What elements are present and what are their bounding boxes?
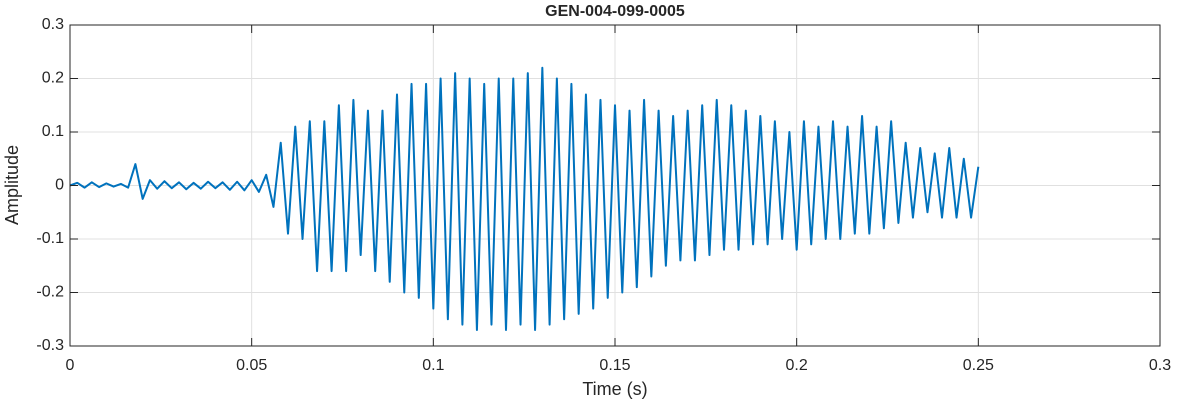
y-tick-label: -0.3: [36, 337, 64, 354]
x-tick-label: 0.15: [599, 357, 630, 374]
x-tick-label: 0.05: [236, 357, 267, 374]
y-tick-label: 0: [55, 177, 64, 194]
y-axis-label: Amplitude: [2, 145, 22, 225]
x-tick-label: 0.25: [963, 357, 994, 374]
waveform-line: [69, 66, 980, 331]
y-tick-label: -0.1: [36, 230, 64, 247]
y-tick-label: 0.1: [42, 123, 64, 140]
plot-lines: [69, 66, 980, 331]
ticks: 0 0.05 0.1 0.15 0.2 0.25 0.3 -0.3 -0.2 -0.1 0 0.1 0.…: [36, 16, 1171, 374]
x-tick-label: 0.2: [786, 357, 808, 374]
x-tick-label: 0.1: [422, 357, 444, 374]
y-tick-label: 0.3: [42, 16, 64, 33]
y-tick-label: -0.2: [36, 284, 64, 301]
x-tick-label: 0: [66, 357, 75, 374]
chart-title: GEN-004-099-0005: [545, 3, 685, 20]
x-tick-label: 0.3: [1149, 357, 1171, 374]
y-tick-label: 0.2: [42, 70, 64, 87]
x-axis-label: Time (s): [582, 379, 647, 399]
